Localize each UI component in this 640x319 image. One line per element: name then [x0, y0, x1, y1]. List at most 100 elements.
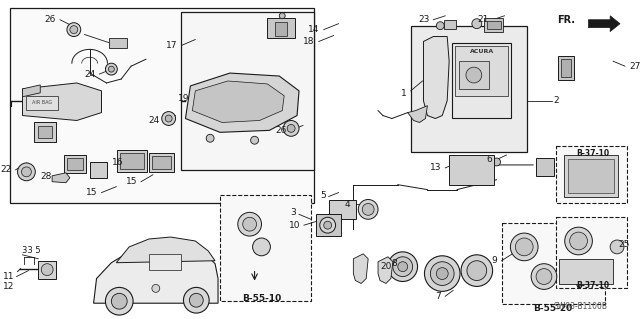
- Text: 28: 28: [41, 172, 52, 181]
- Circle shape: [493, 158, 500, 166]
- Text: 17: 17: [166, 41, 177, 50]
- Text: B-37-10: B-37-10: [576, 281, 609, 290]
- Bar: [38, 261, 56, 278]
- Bar: [38, 126, 52, 138]
- Bar: [64, 155, 86, 173]
- Text: FR.: FR.: [557, 15, 575, 25]
- Text: SW03-B1100B: SW03-B1100B: [553, 302, 607, 311]
- Polygon shape: [424, 37, 449, 119]
- Circle shape: [610, 240, 624, 254]
- Bar: [120, 153, 144, 169]
- Text: 23: 23: [418, 15, 429, 24]
- Circle shape: [106, 287, 133, 315]
- Polygon shape: [193, 81, 284, 122]
- Circle shape: [184, 287, 209, 313]
- Text: B-37-10: B-37-10: [576, 149, 609, 158]
- Text: 27: 27: [629, 62, 640, 71]
- Polygon shape: [93, 246, 218, 303]
- Circle shape: [17, 163, 35, 181]
- Polygon shape: [22, 83, 102, 121]
- Bar: [536, 158, 554, 176]
- Text: 11: 11: [3, 272, 15, 281]
- Bar: [316, 214, 340, 236]
- Text: 25: 25: [618, 241, 630, 249]
- Bar: [10, 8, 314, 204]
- Bar: [455, 46, 508, 96]
- Bar: [35, 122, 56, 142]
- Bar: [559, 259, 613, 285]
- Circle shape: [106, 63, 117, 75]
- Text: 16: 16: [112, 159, 124, 167]
- Circle shape: [424, 256, 460, 291]
- Circle shape: [70, 26, 78, 33]
- Bar: [568, 159, 614, 193]
- Circle shape: [536, 269, 552, 285]
- Circle shape: [189, 293, 204, 307]
- Bar: [564, 155, 618, 197]
- Circle shape: [111, 293, 127, 309]
- Text: 3: 3: [291, 208, 296, 217]
- Text: 18: 18: [303, 37, 315, 46]
- Circle shape: [398, 262, 408, 271]
- Circle shape: [22, 167, 31, 177]
- Circle shape: [358, 199, 378, 219]
- Text: 14: 14: [308, 25, 320, 34]
- Bar: [459, 61, 489, 89]
- Polygon shape: [408, 106, 428, 122]
- Text: 13: 13: [429, 163, 441, 172]
- Text: 1: 1: [401, 89, 406, 98]
- Text: 26: 26: [45, 15, 56, 24]
- Bar: [275, 22, 287, 35]
- Circle shape: [251, 136, 259, 144]
- Circle shape: [430, 262, 454, 286]
- Circle shape: [362, 204, 374, 215]
- Text: 15: 15: [86, 188, 97, 197]
- Bar: [558, 56, 573, 80]
- Bar: [182, 12, 314, 170]
- Text: 2: 2: [554, 96, 559, 105]
- Text: 9: 9: [492, 256, 497, 265]
- Bar: [90, 162, 108, 178]
- Bar: [502, 223, 605, 304]
- Polygon shape: [22, 85, 40, 97]
- Circle shape: [162, 112, 175, 125]
- Bar: [444, 20, 456, 29]
- Circle shape: [461, 255, 493, 286]
- Bar: [484, 18, 504, 32]
- Circle shape: [436, 268, 448, 279]
- Bar: [109, 38, 127, 48]
- Bar: [329, 199, 356, 219]
- Text: 26: 26: [276, 126, 287, 135]
- Bar: [26, 96, 58, 110]
- Circle shape: [570, 232, 588, 250]
- Text: 19: 19: [178, 94, 189, 103]
- Text: B-55-10: B-55-10: [242, 294, 281, 303]
- Text: 6: 6: [487, 155, 493, 165]
- Text: 10: 10: [289, 221, 300, 230]
- Polygon shape: [116, 237, 215, 263]
- Bar: [556, 146, 627, 204]
- Bar: [486, 21, 500, 29]
- Text: 4: 4: [345, 200, 350, 209]
- Circle shape: [108, 66, 115, 72]
- Bar: [411, 26, 527, 152]
- Text: 33 5: 33 5: [22, 246, 41, 256]
- Bar: [67, 158, 83, 170]
- Circle shape: [284, 121, 299, 136]
- Bar: [117, 150, 147, 172]
- Text: 8: 8: [391, 259, 397, 268]
- Text: 24: 24: [148, 116, 160, 125]
- Text: 22: 22: [1, 165, 12, 174]
- Bar: [149, 153, 173, 172]
- Polygon shape: [353, 254, 368, 284]
- Text: 12: 12: [3, 282, 15, 291]
- Text: ACURA: ACURA: [470, 49, 494, 54]
- Circle shape: [393, 257, 413, 277]
- Circle shape: [467, 261, 486, 280]
- Bar: [452, 43, 511, 117]
- Circle shape: [466, 67, 482, 83]
- Bar: [561, 59, 571, 77]
- Circle shape: [165, 115, 172, 122]
- Polygon shape: [588, 16, 620, 32]
- Bar: [449, 155, 493, 185]
